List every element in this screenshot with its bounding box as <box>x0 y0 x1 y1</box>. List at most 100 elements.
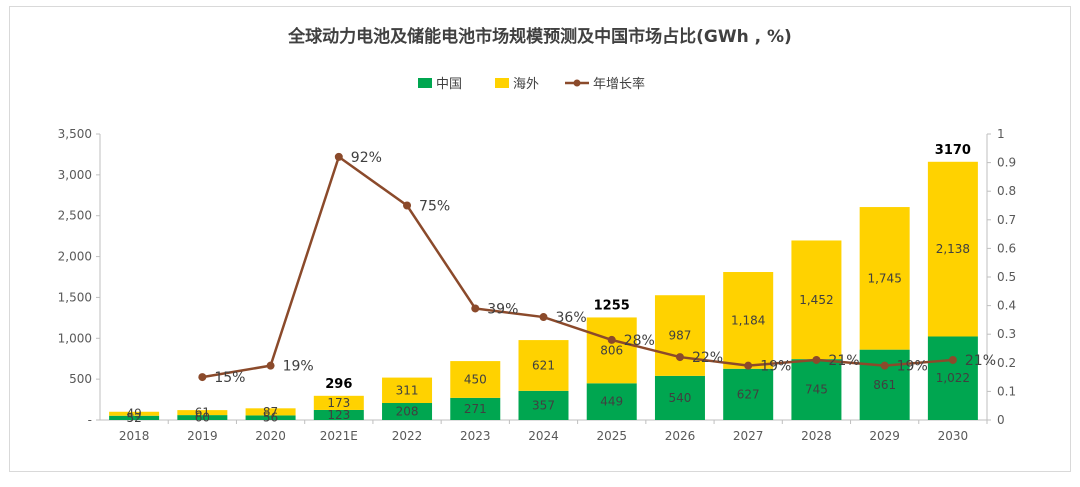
y-left-tick-label: 2,500 <box>58 209 92 223</box>
growth-label: 19% <box>897 359 928 375</box>
y-right-tick-label: 1 <box>997 127 1005 141</box>
bar-china-2025 <box>586 383 637 420</box>
bar-overseas-2030 <box>927 161 978 337</box>
bar-label-china: 271 <box>464 402 487 416</box>
growth-point-2029 <box>880 361 889 370</box>
bar-china-2029 <box>859 349 910 420</box>
bar-label-china: 1,022 <box>936 371 970 385</box>
y-right-tick-label: 0.3 <box>997 327 1016 341</box>
bar-label-overseas: 173 <box>327 396 350 410</box>
legend-swatch-1 <box>495 78 509 88</box>
growth-point-2024 <box>539 313 548 322</box>
bar-china-2024 <box>518 390 569 420</box>
growth-label: 39% <box>487 301 518 317</box>
bar-label-overseas: 61 <box>195 406 210 420</box>
bar-label-china: 357 <box>532 398 555 412</box>
growth-line <box>198 152 957 382</box>
x-tick-label: 2020 <box>255 429 286 443</box>
bar-label-overseas: 49 <box>126 407 141 421</box>
growth-label: 15% <box>214 370 245 386</box>
y-left-tick-label: 1,500 <box>58 290 92 304</box>
bar-total-label: 3170 <box>935 143 971 158</box>
growth-point-2028 <box>812 355 821 364</box>
bar-label-china: 56 <box>263 411 278 425</box>
growth-label: 36% <box>556 310 587 326</box>
bar-china-2018 <box>109 415 160 420</box>
bar-total-label: 296 <box>325 377 352 392</box>
legend-label-1: 海外 <box>513 77 539 92</box>
bar-china-2028 <box>791 359 842 420</box>
bar-label-overseas: 1,452 <box>799 293 833 307</box>
x-tick-label: 2021E <box>320 429 358 443</box>
x-tick-label: 2026 <box>665 429 696 443</box>
legend-swatch-0 <box>418 78 432 88</box>
growth-point-2021E <box>334 152 343 161</box>
y-right-tick-label: 0.7 <box>997 213 1016 227</box>
x-tick-label: 2019 <box>187 429 218 443</box>
growth-label: 75% <box>419 199 450 215</box>
bar-label-china: 52 <box>126 411 141 425</box>
growth-point-2030 <box>948 355 957 364</box>
bar-china-2027 <box>723 368 774 420</box>
growth-label: 19% <box>760 359 791 375</box>
bar-overseas-2027 <box>723 272 774 369</box>
bar-label-china: 627 <box>737 387 760 401</box>
bar-china-2030 <box>927 336 978 420</box>
legend-line-marker <box>573 79 581 87</box>
bar-overseas-2019 <box>177 410 228 416</box>
bar-overseas-2026 <box>654 295 705 376</box>
bar-label-overseas: 87 <box>263 405 278 419</box>
y-right-tick-label: 0.9 <box>997 156 1016 170</box>
x-tick-label: 2018 <box>119 429 150 443</box>
bar-china-2021E <box>313 409 364 420</box>
growth-point-2025 <box>607 335 616 344</box>
y-left-tick-label: 3,500 <box>58 127 92 141</box>
bar-overseas-2024 <box>518 340 569 391</box>
bar-overseas-2020 <box>245 408 296 416</box>
y-right-tick-label: 0.8 <box>997 184 1016 198</box>
growth-label: 21% <box>828 353 859 369</box>
bar-china-2026 <box>654 375 705 420</box>
bar-overseas-2018 <box>109 411 160 416</box>
growth-label: 22% <box>692 350 723 366</box>
y-right-tick-label: 0.6 <box>997 241 1016 255</box>
bar-overseas-2023 <box>450 361 501 398</box>
bar-china-2020 <box>245 415 296 420</box>
bar-overseas-2021E <box>313 395 364 410</box>
bar-label-overseas: 987 <box>669 329 692 343</box>
x-tick-label: 2030 <box>938 429 969 443</box>
x-tick-label: 2023 <box>460 429 491 443</box>
growth-label: 19% <box>283 359 314 375</box>
bar-china-2019 <box>177 415 228 420</box>
x-tick-label: 2022 <box>392 429 423 443</box>
bar-overseas-2028 <box>791 240 842 360</box>
y-left-tick-label: - <box>88 413 92 427</box>
bar-label-overseas: 621 <box>532 358 555 372</box>
growth-point-2022 <box>403 201 412 210</box>
x-tick-label: 2027 <box>733 429 764 443</box>
bar-label-overseas: 806 <box>600 343 623 357</box>
y-right-tick-label: 0.4 <box>997 299 1016 313</box>
legend-label-0: 中国 <box>436 77 462 92</box>
growth-label: 28% <box>624 333 655 349</box>
legend: 中国 海外 年增长率 <box>418 76 645 92</box>
growth-point-2023 <box>471 304 480 313</box>
x-tick-label: 2029 <box>869 429 900 443</box>
growth-point-2027 <box>744 361 753 370</box>
axes: - 500 1,000 1,500 2,000 2,500 3,000 3,500 0 0.1 0.… <box>58 127 1016 443</box>
bar-total-label: 1255 <box>594 298 630 313</box>
bars <box>109 161 978 420</box>
bar-label-china: 449 <box>600 395 623 409</box>
growth-point-2020 <box>266 361 275 370</box>
bar-overseas-2022 <box>382 377 433 404</box>
y-right-tick-label: 0.1 <box>997 384 1016 398</box>
bar-label-overseas: 311 <box>396 383 419 397</box>
bar-china-2023 <box>450 397 501 420</box>
y-left-tick-label: 500 <box>69 372 92 386</box>
bar-label-china: 123 <box>327 408 350 422</box>
x-tick-label: 2024 <box>528 429 559 443</box>
bar-china-2022 <box>382 403 433 420</box>
y-left-tick-label: 3,000 <box>58 168 92 182</box>
